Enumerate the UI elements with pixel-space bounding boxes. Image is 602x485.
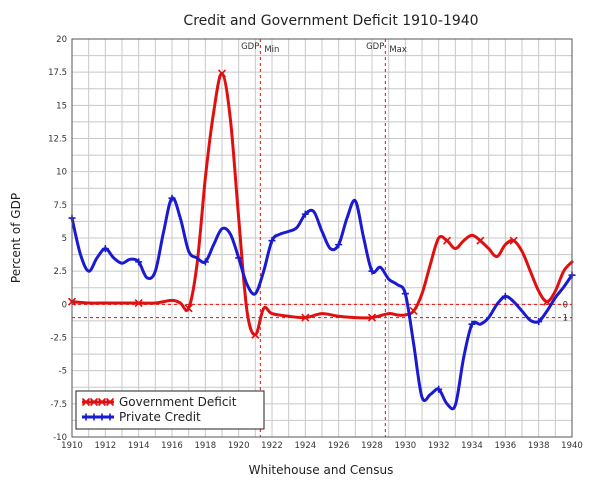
- x-tick-label: 1914: [128, 441, 150, 451]
- legend-item-government-deficit: Government Deficit: [81, 395, 237, 409]
- data-point: [368, 267, 376, 275]
- chart-title: Credit and Government Deficit 1910-1940: [183, 13, 478, 29]
- data-point: [335, 241, 343, 249]
- x-tick-label: 1938: [528, 441, 550, 451]
- data-point: [301, 210, 309, 218]
- data-point: [367, 313, 377, 322]
- y-axis-label: Percent of GDP: [9, 193, 23, 283]
- x-tick-label: 1922: [261, 441, 283, 451]
- annotation-sublabel: Max: [389, 45, 407, 55]
- data-point: [134, 298, 143, 308]
- x-tick-label: 1916: [161, 441, 183, 451]
- legend-marker: [82, 413, 90, 421]
- data-point: [435, 385, 443, 393]
- x-tick-label: 1924: [295, 441, 317, 451]
- data-point: [476, 236, 485, 245]
- y-tick-label: 17.5: [48, 68, 67, 78]
- annotation-label: 1: [563, 314, 568, 324]
- data-point: [501, 292, 509, 300]
- x-tick-label: 1928: [361, 441, 383, 451]
- y-tick-label: 0: [62, 300, 67, 310]
- y-tick-label: 20: [56, 35, 67, 45]
- y-tick-labels: 20 17.5 15 12.5 10 7.5 5 2.5 0 -2.5 -5 -7.5 -10: [48, 35, 67, 443]
- legend-item-private-credit: Private Credit: [82, 410, 201, 424]
- y-tick-label: 7.5: [53, 201, 67, 211]
- annotation-label: GDP: [241, 42, 259, 52]
- data-point: [201, 258, 209, 266]
- data-point: [301, 313, 310, 322]
- annotation-label: GDP: [366, 42, 384, 52]
- data-point: [184, 304, 193, 313]
- x-tick-label: 1910: [61, 441, 83, 451]
- data-point: [401, 290, 409, 298]
- y-tick-label: 5: [62, 234, 67, 244]
- data-point: [251, 330, 260, 339]
- y-tick-label: 12.5: [48, 135, 67, 145]
- data-point: [535, 318, 543, 326]
- x-tick-label: 1934: [461, 441, 483, 451]
- x-tick-label: 1936: [495, 441, 517, 451]
- y-tick-label: 15: [56, 101, 67, 111]
- series-private-credit: [68, 194, 576, 411]
- data-point: [235, 254, 243, 262]
- x-tick-label: 1926: [328, 441, 350, 451]
- series-line-private-credit: [70, 196, 574, 411]
- series-government-deficit: [67, 69, 574, 339]
- data-point: [409, 306, 418, 316]
- annotation-labels: GDP Min GDP Max 0 1: [241, 42, 568, 324]
- grid: [71, 38, 573, 438]
- legend-marker: [81, 397, 91, 407]
- annotation-label: 0: [563, 300, 568, 310]
- legend-marker: [98, 413, 106, 421]
- plot-frame: [71, 38, 573, 438]
- y-tick-label: -10: [53, 433, 67, 443]
- data-point: [168, 194, 176, 202]
- data-point: [509, 236, 518, 245]
- x-tick-label: 1930: [395, 441, 417, 451]
- y-tick-label: 10: [56, 168, 67, 178]
- legend-marker: [105, 397, 115, 407]
- y-tick-label: 2.5: [53, 267, 67, 277]
- x-tick-label: 1912: [95, 441, 117, 451]
- data-point: [442, 236, 452, 245]
- data-point: [217, 69, 227, 78]
- annotation-sublabel: Min: [264, 45, 279, 55]
- x-tick-label: 1920: [228, 441, 250, 451]
- y-tick-label: -7.5: [50, 400, 67, 410]
- legend-box: [75, 390, 265, 430]
- x-tick-label: 1918: [195, 441, 217, 451]
- x-axis-label: Whitehouse and Census: [249, 463, 394, 477]
- x-tick-label: 1932: [428, 441, 450, 451]
- y-tick-label: -2.5: [50, 334, 67, 344]
- legend-label: Private Credit: [119, 410, 201, 424]
- x-tick-label: 1940: [561, 441, 583, 451]
- x-tick-labels: 1910 1912 1914 1916 1918 1920 1922 1924 1926 1928…: [61, 441, 583, 451]
- data-point: [101, 245, 109, 253]
- data-point: [268, 237, 276, 245]
- data-point: [468, 320, 476, 328]
- legend-label: Government Deficit: [119, 395, 237, 409]
- legend-marker: [89, 397, 99, 407]
- legend-marker: [106, 413, 114, 421]
- legend-marker: [97, 397, 107, 407]
- data-point: [542, 297, 552, 306]
- data-point: [135, 258, 143, 266]
- y-tick-label: -5: [59, 367, 67, 377]
- legend-marker: [90, 413, 98, 421]
